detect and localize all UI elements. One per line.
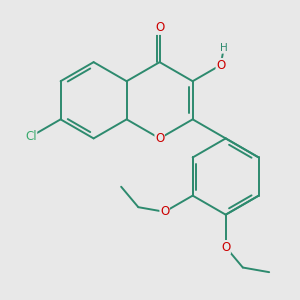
Text: O: O bbox=[221, 241, 230, 254]
Text: O: O bbox=[155, 21, 164, 34]
Text: O: O bbox=[160, 205, 169, 218]
Text: O: O bbox=[155, 132, 164, 145]
Text: H: H bbox=[220, 43, 228, 53]
Text: O: O bbox=[216, 58, 225, 71]
Text: Cl: Cl bbox=[25, 130, 37, 143]
